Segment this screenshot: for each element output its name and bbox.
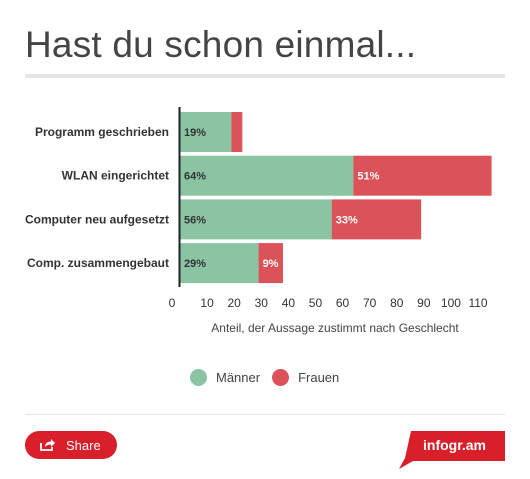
legend-swatch — [190, 369, 207, 386]
data-label: 51% — [357, 171, 379, 183]
x-tick-label: 0 — [169, 296, 176, 310]
title-divider — [25, 74, 505, 78]
legend-label: Frauen — [298, 370, 340, 385]
category-label: Comp. zusammengebaut — [27, 256, 169, 270]
x-tick-label: 40 — [282, 296, 296, 310]
legend-item-frauen[interactable]: Frauen — [272, 369, 339, 386]
x-tick-label: 100 — [441, 296, 461, 310]
legend-swatch — [272, 369, 290, 386]
x-tick-label: 90 — [417, 296, 431, 310]
x-tick-label: 110 — [468, 296, 487, 310]
bar-maenner[interactable] — [180, 199, 332, 240]
category-label: Programm geschrieben — [35, 125, 169, 139]
category-label: Computer neu aufgesetzt — [25, 212, 169, 226]
legend-label: Männer — [216, 370, 261, 385]
data-label: 56% — [184, 214, 206, 226]
chart-title: Hast du schon einmal... — [25, 24, 417, 65]
bar-maenner[interactable] — [180, 112, 232, 152]
x-tick-label: 80 — [390, 296, 404, 310]
bar-frauen[interactable] — [258, 243, 283, 284]
data-label: 29% — [184, 258, 206, 270]
x-tick-label: 30 — [255, 296, 269, 310]
x-tick-label: 10 — [200, 296, 214, 310]
data-label: 19% — [184, 127, 206, 139]
x-tick-label: 20 — [228, 296, 242, 310]
x-tick-label: 70 — [363, 296, 377, 310]
share-button[interactable]: Share — [25, 431, 117, 459]
chart-legend: Männer Frauen — [190, 369, 351, 386]
infogram-logo[interactable]: infogr.am — [399, 431, 505, 469]
x-axis-label: Anteil, der Aussage zustimmt nach Geschl… — [211, 321, 459, 335]
x-tick-label: 60 — [336, 296, 350, 310]
data-label: 9% — [263, 258, 279, 270]
bar-frauen[interactable] — [331, 199, 422, 240]
bar-maenner[interactable] — [180, 155, 354, 196]
data-label: 33% — [336, 214, 358, 226]
share-icon — [39, 438, 56, 452]
bar-frauen[interactable] — [353, 155, 492, 196]
legend-item-maenner[interactable]: Männer — [190, 369, 260, 386]
share-label: Share — [66, 437, 101, 453]
brand-label: infogr.am — [423, 437, 487, 453]
category-label: WLAN eingerichtet — [62, 169, 169, 183]
footer-divider — [25, 414, 505, 415]
data-label: 64% — [184, 171, 206, 183]
x-tick-label: 50 — [309, 296, 323, 310]
bar-chart: Programm geschrieben WLAN eingerichtet Com… — [25, 107, 492, 335]
bar-frauen[interactable] — [231, 112, 243, 152]
bar-maenner[interactable] — [180, 243, 259, 284]
